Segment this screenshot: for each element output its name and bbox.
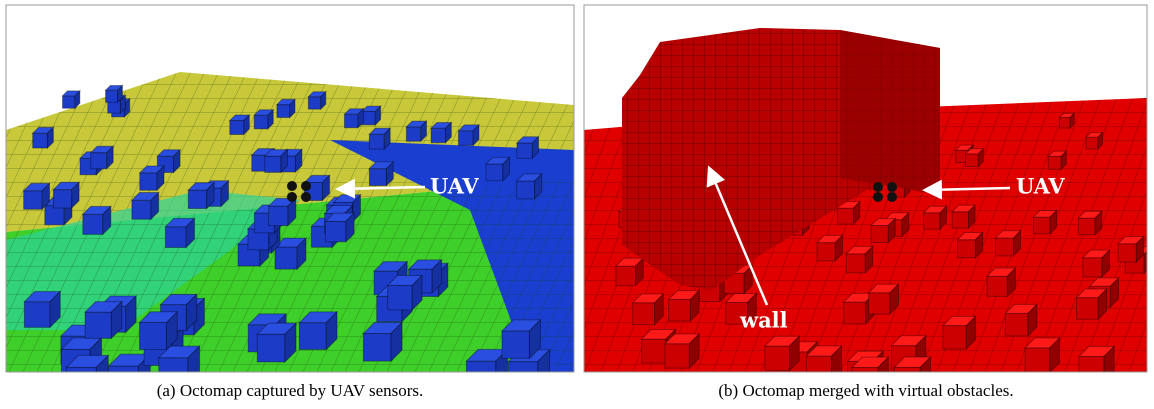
voxel bbox=[996, 238, 1014, 256]
voxel bbox=[1086, 137, 1098, 149]
voxel bbox=[508, 362, 537, 391]
voxel bbox=[486, 164, 503, 181]
voxel bbox=[1033, 217, 1050, 234]
voxel bbox=[275, 247, 297, 269]
annotation: wall bbox=[739, 308, 788, 333]
voxel bbox=[806, 356, 831, 381]
voxel bbox=[406, 127, 420, 141]
voxel bbox=[1060, 118, 1070, 128]
voxel bbox=[817, 243, 835, 261]
voxel bbox=[466, 361, 495, 390]
voxel bbox=[957, 240, 975, 258]
voxel bbox=[369, 169, 386, 186]
voxel bbox=[987, 276, 1007, 296]
voxel bbox=[1118, 244, 1136, 262]
voxel bbox=[517, 143, 532, 158]
voxel bbox=[109, 366, 139, 396]
voxel bbox=[669, 299, 691, 321]
voxel bbox=[633, 303, 655, 325]
caption: (a) Octomap captured by UAV sensors. bbox=[157, 381, 424, 400]
voxel bbox=[616, 266, 636, 286]
voxel bbox=[1077, 298, 1099, 320]
voxel bbox=[277, 105, 290, 118]
voxel bbox=[388, 285, 413, 310]
voxel bbox=[502, 331, 529, 358]
voxel bbox=[844, 302, 866, 324]
voxel bbox=[265, 156, 281, 172]
voxel bbox=[1079, 356, 1104, 381]
voxel bbox=[269, 206, 288, 225]
voxel bbox=[140, 323, 167, 350]
voxel bbox=[363, 333, 391, 361]
voxel bbox=[871, 225, 888, 242]
voxel bbox=[458, 131, 473, 146]
caption: (b) Octomap merged with virtual obstacle… bbox=[718, 381, 1013, 400]
voxel bbox=[53, 190, 71, 208]
voxel bbox=[1083, 258, 1102, 277]
voxel bbox=[517, 181, 535, 199]
voxel bbox=[1005, 313, 1028, 336]
panel-b: UAV wall bbox=[584, 5, 1152, 393]
voxel bbox=[24, 191, 42, 209]
voxel bbox=[642, 339, 666, 363]
voxel bbox=[132, 200, 151, 219]
voxel bbox=[966, 154, 979, 167]
voxel bbox=[952, 212, 968, 228]
voxel bbox=[1025, 348, 1050, 373]
voxel bbox=[665, 344, 689, 368]
figure: UAV UAV wall (a) Octomap captured by UAV… bbox=[0, 0, 1154, 409]
voxel bbox=[63, 96, 75, 108]
voxel bbox=[83, 214, 103, 234]
voxel bbox=[846, 254, 865, 273]
voxel bbox=[344, 114, 358, 128]
voxel bbox=[24, 302, 50, 328]
voxel bbox=[33, 133, 48, 148]
voxel bbox=[91, 153, 107, 169]
voxel bbox=[869, 293, 890, 314]
voxel bbox=[1078, 218, 1095, 235]
voxel bbox=[431, 128, 445, 142]
voxel bbox=[140, 173, 157, 190]
voxel bbox=[299, 323, 326, 350]
panel-a: UAV bbox=[6, 5, 574, 397]
voxel bbox=[165, 227, 186, 248]
voxel bbox=[308, 97, 320, 109]
voxel bbox=[765, 346, 790, 371]
voxel bbox=[369, 134, 384, 149]
voxel bbox=[924, 213, 940, 229]
voxel bbox=[254, 115, 268, 129]
voxel bbox=[837, 208, 853, 224]
voxel bbox=[85, 312, 111, 338]
annotation: UAV bbox=[430, 174, 479, 199]
annotation: UAV bbox=[1016, 174, 1065, 199]
voxel bbox=[943, 326, 966, 349]
voxel bbox=[325, 221, 345, 241]
voxel bbox=[230, 121, 244, 135]
voxel bbox=[106, 90, 118, 102]
voxel bbox=[257, 334, 285, 362]
voxel bbox=[188, 190, 206, 208]
voxel bbox=[1048, 156, 1061, 169]
